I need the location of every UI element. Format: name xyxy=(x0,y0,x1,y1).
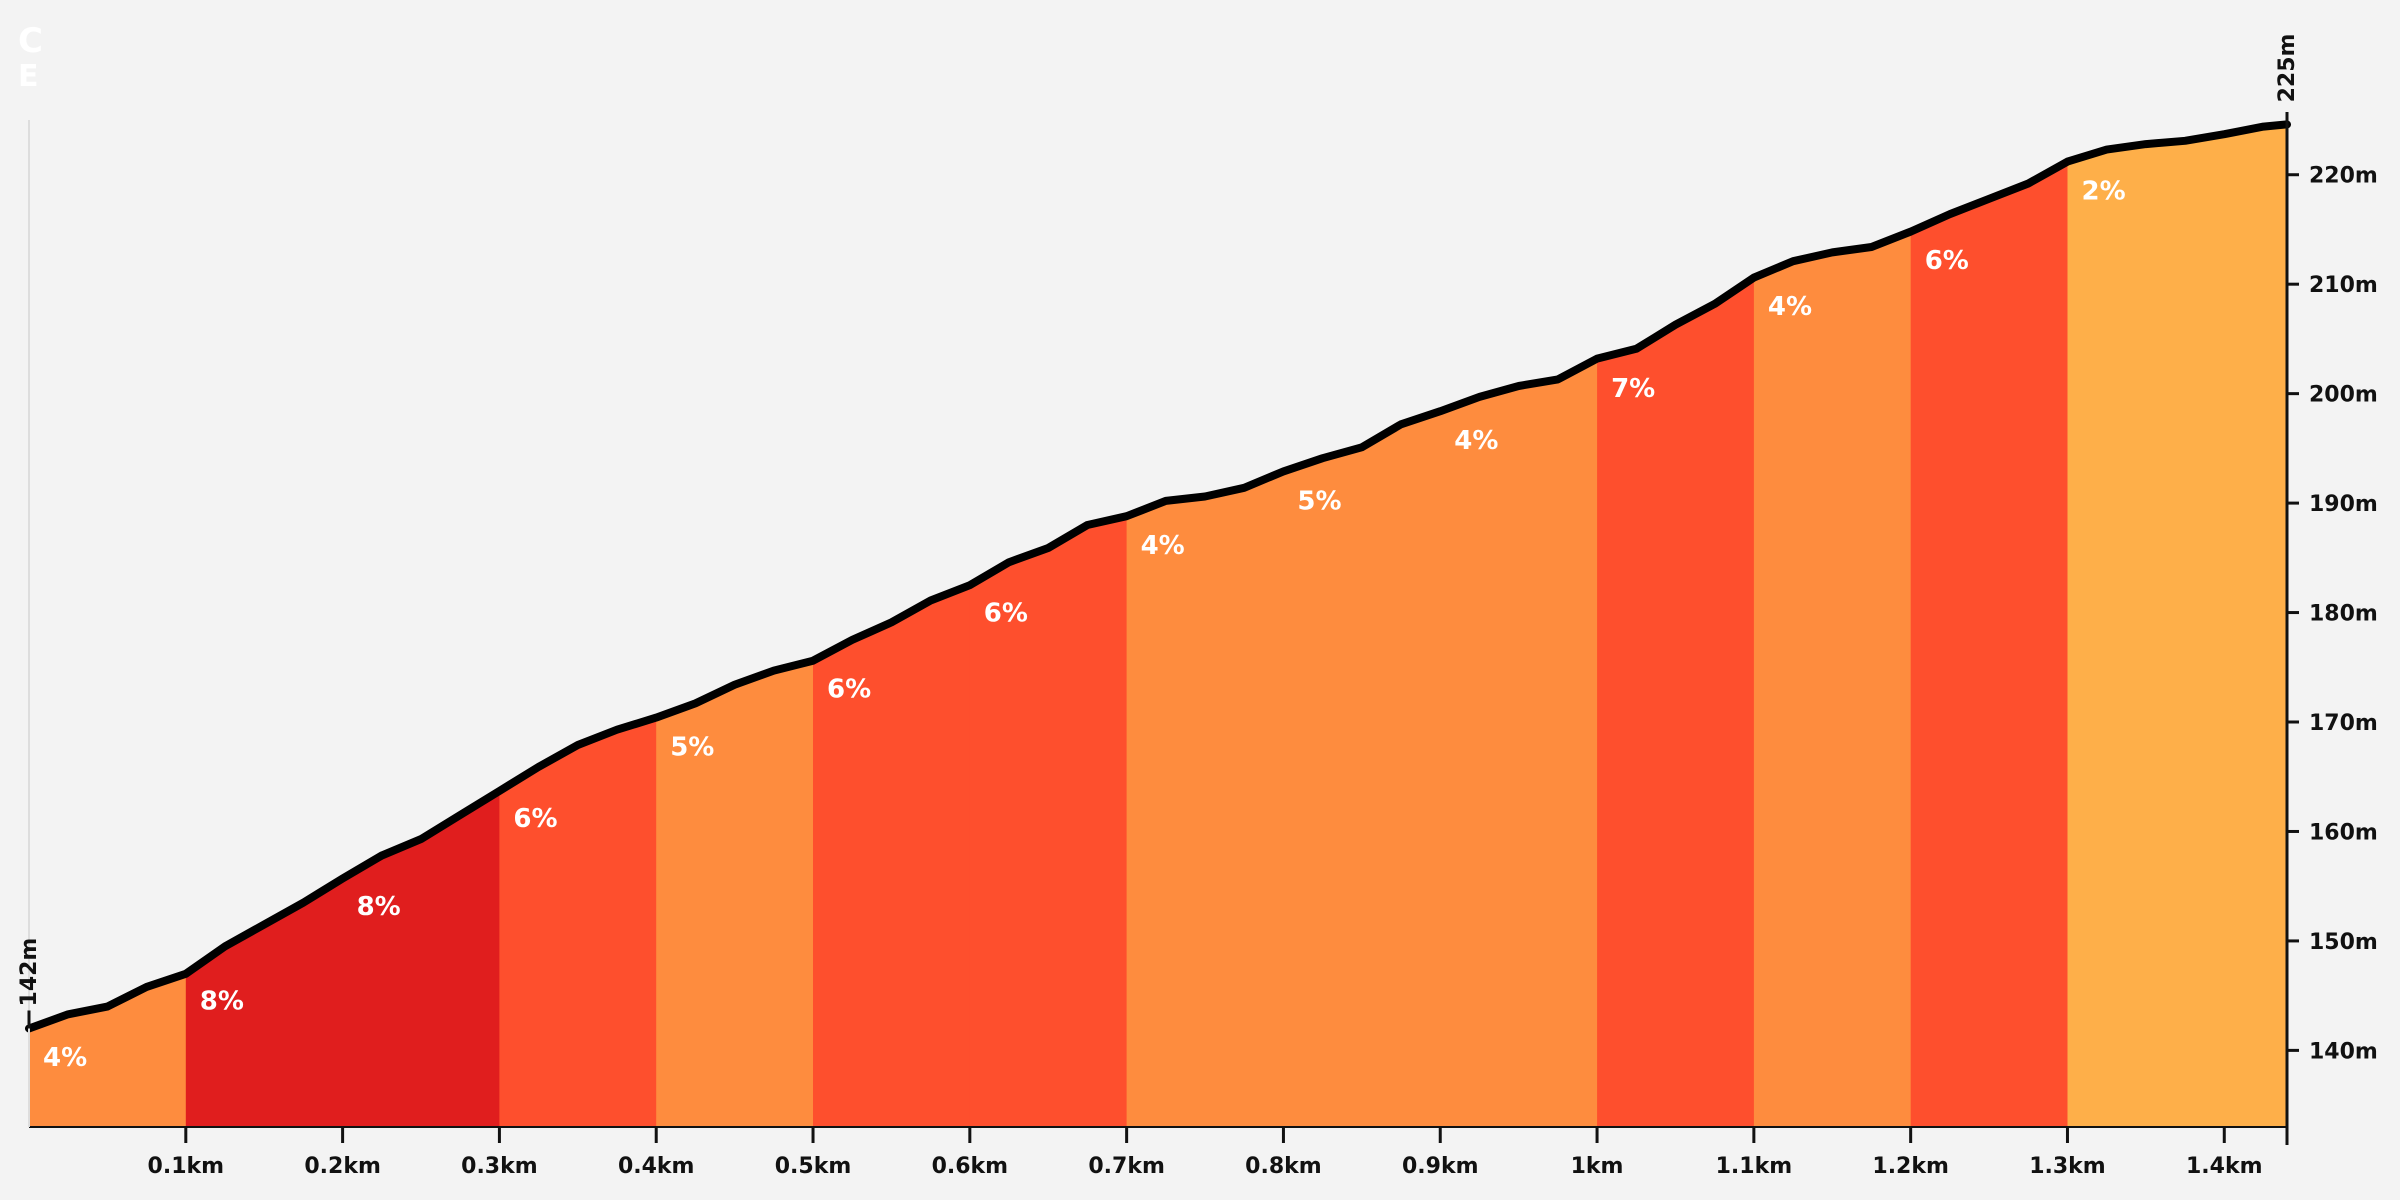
y-tick-label-7: 210m xyxy=(2309,273,2378,298)
chart-title: C E xyxy=(18,22,43,94)
x-tick-label-3: 0.4km xyxy=(618,1154,695,1179)
x-tick-label-10: 1.1km xyxy=(1716,1154,1793,1179)
grade-segment-12 xyxy=(1910,124,2068,1127)
grade-segment-11 xyxy=(1753,124,1912,1127)
y-tick-label-1: 150m xyxy=(2309,930,2378,955)
grade-labels: 4% 8% 8% 6% 5% 6% 6% 4% 5% 4% 7% 4% 6% 2% xyxy=(43,177,2126,1073)
y-tick-label-8: 220m xyxy=(2309,164,2378,189)
grade-segment-5 xyxy=(813,124,971,1127)
x-tick-label-0: 0.1km xyxy=(148,1154,225,1179)
y-tick-label-5: 190m xyxy=(2309,492,2378,517)
x-tick-label-6: 0.7km xyxy=(1088,1154,1165,1179)
y-tick-label-0: 140m xyxy=(2309,1039,2378,1064)
x-tick-label-2: 0.3km xyxy=(461,1154,538,1179)
y-tick-label-3: 170m xyxy=(2309,711,2378,736)
grade-label-9: 4% xyxy=(1454,426,1498,456)
end-elevation-label: 225m xyxy=(2275,34,2300,103)
x-tick-label-13: 1.4km xyxy=(2186,1154,2263,1179)
grade-label-11: 4% xyxy=(1768,292,1812,322)
grade-segment-8 xyxy=(1283,124,1441,1127)
grade-label-5: 6% xyxy=(827,674,871,704)
x-tick-label-8: 0.9km xyxy=(1402,1154,1479,1179)
grade-segment-7 xyxy=(1126,124,1284,1127)
endpoint-labels: 142m 225m xyxy=(17,34,2300,1029)
x-tick-label-11: 1.2km xyxy=(1872,1154,1949,1179)
grade-label-3: 6% xyxy=(513,804,557,834)
grade-segment-13 xyxy=(2067,124,2287,1127)
grade-label-6: 6% xyxy=(984,599,1028,629)
start-elevation-label: 142m xyxy=(17,938,42,1007)
grade-segment-9 xyxy=(1440,124,1598,1127)
x-tick-label-5: 0.6km xyxy=(932,1154,1009,1179)
x-tick-label-9: 1km xyxy=(1571,1154,1624,1179)
y-tick-label-2: 160m xyxy=(2309,820,2378,845)
grade-label-1: 8% xyxy=(200,986,244,1016)
grade-label-4: 5% xyxy=(670,732,714,762)
grade-label-7: 4% xyxy=(1141,531,1185,561)
grade-label-12: 6% xyxy=(1925,246,1969,276)
grade-segment-4 xyxy=(656,124,814,1127)
grade-segment-3 xyxy=(499,124,657,1127)
x-tick-label-1: 0.2km xyxy=(304,1154,381,1179)
x-tick-label-12: 1.3km xyxy=(2029,1154,2106,1179)
grade-label-0: 4% xyxy=(43,1043,87,1073)
y-tick-label-6: 200m xyxy=(2309,383,2378,408)
grade-segment-1 xyxy=(185,124,344,1127)
title-line-2: E xyxy=(18,59,39,94)
x-tick-label-4: 0.5km xyxy=(775,1154,852,1179)
grade-segment-0 xyxy=(29,124,187,1127)
grade-label-8: 5% xyxy=(1297,486,1341,516)
elevation-line xyxy=(25,120,2291,1033)
grade-segment-2 xyxy=(342,124,500,1127)
grade-label-13: 2% xyxy=(2082,177,2126,207)
y-axis-ticks: 140m 150m 160m 170m 180m 190m 200m 210m 220m xyxy=(2287,164,2378,1064)
grade-segment-10 xyxy=(1597,124,1755,1127)
title-line-1: C xyxy=(18,21,43,61)
y-tick-label-4: 180m xyxy=(2309,602,2378,627)
grade-label-10: 7% xyxy=(1611,374,1655,404)
x-tick-label-7: 0.8km xyxy=(1245,1154,1322,1179)
x-axis-ticks: 0.1km 0.2km 0.3km 0.4km 0.5km 0.6km 0.7km 0.8km… xyxy=(148,1127,2263,1179)
grade-label-2: 8% xyxy=(357,892,401,922)
